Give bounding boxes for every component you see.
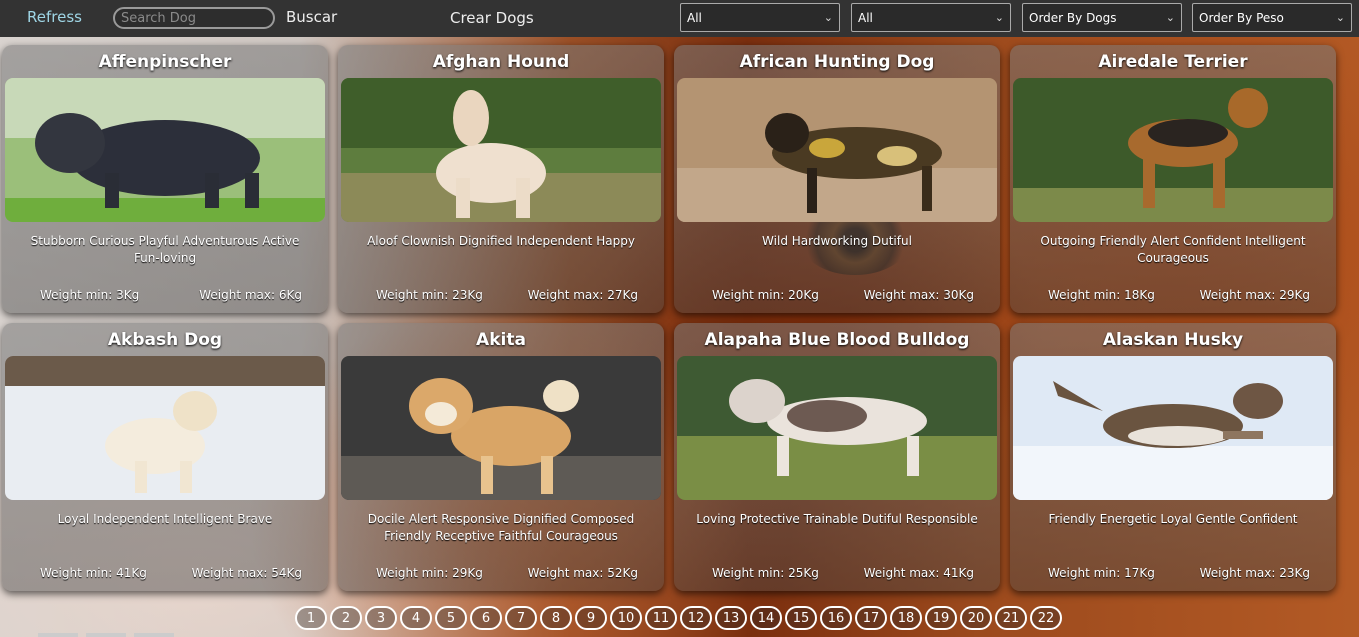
page-button[interactable]: 10 bbox=[610, 606, 642, 630]
page-button[interactable]: 13 bbox=[715, 606, 747, 630]
page-button[interactable]: 16 bbox=[820, 606, 852, 630]
chevron-down-icon: ⌄ bbox=[823, 11, 833, 24]
page-button[interactable]: 9 bbox=[575, 606, 607, 630]
dog-card[interactable]: Afghan Hound Aloof Clownish Dignified In… bbox=[338, 45, 664, 313]
dog-photo bbox=[677, 356, 997, 500]
dog-temperament: Friendly Energetic Loyal Gentle Confiden… bbox=[1048, 512, 1298, 526]
dog-temperament: Docile Alert Responsive Dignified Compos… bbox=[367, 512, 635, 543]
weight-max: Weight max: 54Kg bbox=[191, 566, 302, 580]
filter-source-select[interactable]: All ⌄ bbox=[851, 3, 1011, 32]
scroll-segment bbox=[38, 633, 78, 637]
weight-min: Weight min: 41Kg bbox=[40, 566, 147, 580]
page-button[interactable]: 8 bbox=[540, 606, 572, 630]
navbar: Refress Buscar Crear Dogs All ⌄ All ⌄ Or… bbox=[0, 0, 1359, 37]
chevron-down-icon: ⌄ bbox=[994, 11, 1004, 24]
page-button[interactable]: 1 bbox=[295, 606, 327, 630]
weight-min: Weight min: 18Kg bbox=[1048, 288, 1155, 302]
dog-card[interactable]: Akita Docile Alert Responsive Dignified … bbox=[338, 323, 664, 591]
page-button[interactable]: 2 bbox=[330, 606, 362, 630]
dog-name: African Hunting Dog bbox=[739, 52, 935, 72]
page-button[interactable]: 19 bbox=[925, 606, 957, 630]
page-button[interactable]: 6 bbox=[470, 606, 502, 630]
dog-photo bbox=[341, 78, 661, 222]
search-button[interactable]: Buscar bbox=[286, 8, 338, 26]
filter-source-value: All bbox=[858, 10, 873, 25]
page-button[interactable]: 17 bbox=[855, 606, 887, 630]
dog-photo bbox=[1013, 78, 1333, 222]
weight-max: Weight max: 23Kg bbox=[1199, 566, 1310, 580]
weight-min: Weight min: 29Kg bbox=[376, 566, 483, 580]
dog-card[interactable]: Alapaha Blue Blood Bulldog Loving Protec… bbox=[674, 323, 1000, 591]
dog-temperament: Loyal Independent Intelligent Brave bbox=[57, 512, 273, 526]
dog-name: Affenpinscher bbox=[98, 52, 232, 72]
dog-card[interactable]: Airedale Terrier Outgoing Friendly Alert… bbox=[1010, 45, 1336, 313]
weight-max: Weight max: 6Kg bbox=[199, 288, 302, 302]
page-button[interactable]: 20 bbox=[960, 606, 992, 630]
dog-temperament: Wild Hardworking Dutiful bbox=[762, 234, 912, 248]
filter-temperament-select[interactable]: All ⌄ bbox=[680, 3, 840, 32]
dog-temperament: Outgoing Friendly Alert Confident Intell… bbox=[1040, 234, 1306, 265]
weight-min: Weight min: 20Kg bbox=[712, 288, 819, 302]
dog-photo bbox=[677, 78, 997, 222]
chevron-down-icon: ⌄ bbox=[1165, 11, 1175, 24]
scroll-segment bbox=[86, 633, 126, 637]
weight-min: Weight min: 3Kg bbox=[40, 288, 140, 302]
order-by-weight-select[interactable]: Order By Peso ⌄ bbox=[1192, 3, 1352, 32]
weight-max: Weight max: 41Kg bbox=[863, 566, 974, 580]
search-input[interactable] bbox=[113, 7, 275, 29]
chevron-down-icon: ⌄ bbox=[1335, 11, 1345, 24]
dog-card[interactable]: Affenpinscher Stubborn Curious Playful A… bbox=[2, 45, 328, 313]
dog-card[interactable]: Akbash Dog Loyal Independent Intelligent… bbox=[2, 323, 328, 591]
dog-name: Airedale Terrier bbox=[1098, 52, 1248, 72]
pagination: 1 2 3 4 5 6 7 8 9 10 11 12 13 14 15 16 1… bbox=[295, 606, 1062, 630]
order-by-weight-value: Order By Peso bbox=[1199, 10, 1284, 25]
page-button[interactable]: 14 bbox=[750, 606, 782, 630]
dog-name: Alaskan Husky bbox=[1102, 330, 1244, 350]
page-button[interactable]: 15 bbox=[785, 606, 817, 630]
dog-temperament: Aloof Clownish Dignified Independent Hap… bbox=[367, 234, 635, 248]
dog-temperament: Stubborn Curious Playful Adventurous Act… bbox=[30, 234, 300, 265]
page-button[interactable]: 3 bbox=[365, 606, 397, 630]
dog-photo bbox=[5, 356, 325, 500]
create-dogs-link[interactable]: Crear Dogs bbox=[450, 9, 534, 27]
page-button[interactable]: 4 bbox=[400, 606, 432, 630]
dog-name: Alapaha Blue Blood Bulldog bbox=[704, 330, 970, 350]
dog-card[interactable]: African Hunting Dog Wild Hardworking Dut… bbox=[674, 45, 1000, 313]
order-by-name-value: Order By Dogs bbox=[1029, 10, 1117, 25]
weight-max: Weight max: 30Kg bbox=[863, 288, 974, 302]
dog-card[interactable]: Alaskan Husky Friendly Energetic Loyal G… bbox=[1010, 323, 1336, 591]
page-button[interactable]: 5 bbox=[435, 606, 467, 630]
weight-min: Weight min: 23Kg bbox=[376, 288, 483, 302]
dog-temperament: Loving Protective Trainable Dutiful Resp… bbox=[696, 512, 978, 526]
weight-max: Weight max: 52Kg bbox=[527, 566, 638, 580]
page-button[interactable]: 18 bbox=[890, 606, 922, 630]
bottom-scroll-indicator bbox=[38, 633, 218, 637]
order-by-name-select[interactable]: Order By Dogs ⌄ bbox=[1022, 3, 1182, 32]
weight-max: Weight max: 27Kg bbox=[527, 288, 638, 302]
page-button[interactable]: 22 bbox=[1030, 606, 1062, 630]
page-button[interactable]: 7 bbox=[505, 606, 537, 630]
weight-min: Weight min: 25Kg bbox=[712, 566, 819, 580]
refresh-link[interactable]: Refress bbox=[27, 8, 82, 26]
dog-photo bbox=[5, 78, 325, 222]
dog-name: Akita bbox=[476, 330, 526, 350]
filter-temperament-value: All bbox=[687, 10, 702, 25]
page-button[interactable]: 21 bbox=[995, 606, 1027, 630]
page-button[interactable]: 11 bbox=[645, 606, 677, 630]
dog-photo bbox=[341, 356, 661, 500]
page-button[interactable]: 12 bbox=[680, 606, 712, 630]
weight-max: Weight max: 29Kg bbox=[1199, 288, 1310, 302]
dog-name: Akbash Dog bbox=[107, 330, 223, 350]
weight-min: Weight min: 17Kg bbox=[1048, 566, 1155, 580]
scroll-segment bbox=[134, 633, 174, 637]
dog-photo bbox=[1013, 356, 1333, 500]
dog-name: Afghan Hound bbox=[432, 52, 570, 72]
